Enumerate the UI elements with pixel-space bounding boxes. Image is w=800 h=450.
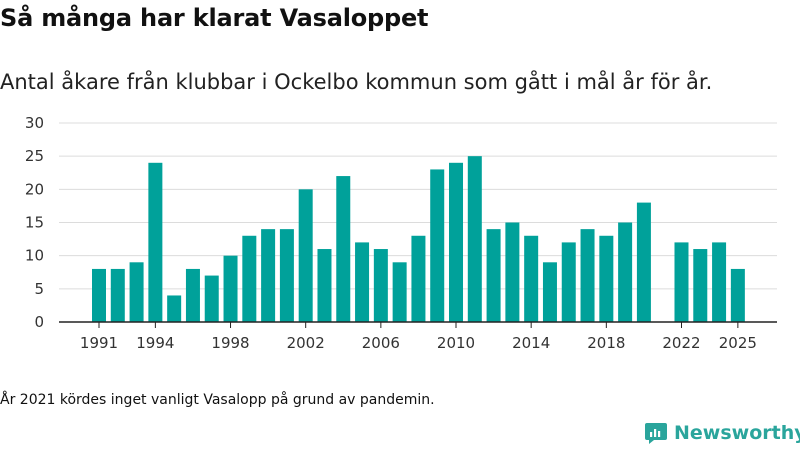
bar-2011 <box>467 156 482 322</box>
bars <box>92 156 745 322</box>
y-tick-label: 25 <box>25 147 44 165</box>
chart-subtitle: Antal åkare från klubbar i Ockelbo kommu… <box>0 70 713 94</box>
bar-2004 <box>336 176 351 322</box>
bar-2009 <box>430 169 445 322</box>
bar-2024 <box>712 242 727 322</box>
bar-2003 <box>317 249 332 322</box>
bar-2014 <box>524 235 539 322</box>
y-axis: 0 5 10 15 20 25 30 <box>25 114 44 331</box>
y-tick-label: 5 <box>34 280 44 298</box>
x-axis: 1991 1994 1998 2002 2006 2010 2014 2018 2022 2025 <box>80 322 757 352</box>
bar-1995 <box>167 295 182 322</box>
bar-2019 <box>618 222 633 322</box>
x-tick-label: 1994 <box>136 334 174 352</box>
bar-2012 <box>486 229 501 322</box>
bar-2005 <box>355 242 370 322</box>
bar-2015 <box>542 262 557 322</box>
bar-2017 <box>580 229 595 322</box>
x-tick-label: 2002 <box>287 334 325 352</box>
bar-2025 <box>730 268 745 322</box>
bar-2018 <box>599 235 614 322</box>
bar-2010 <box>449 162 464 322</box>
y-tick-label: 0 <box>34 313 44 331</box>
bar-2002 <box>298 189 313 322</box>
bar-1998 <box>223 255 238 322</box>
bar-2023 <box>693 249 708 322</box>
x-tick-label: 2014 <box>512 334 550 352</box>
bar-1993 <box>129 262 144 322</box>
x-tick-label: 2022 <box>662 334 700 352</box>
brand-name: Newsworthy <box>674 422 800 444</box>
bar-2000 <box>261 229 276 322</box>
y-tick-label: 15 <box>25 214 44 232</box>
bar-1999 <box>242 235 257 322</box>
x-tick-label: 2018 <box>587 334 625 352</box>
bar-2013 <box>505 222 520 322</box>
brand-logo: Newsworthy <box>644 418 800 448</box>
bar-2008 <box>411 235 426 322</box>
chart-title: Så många har klarat Vasaloppet <box>0 4 429 32</box>
bar-1997 <box>204 275 219 322</box>
footnote: År 2021 kördes inget vanligt Vasalopp på… <box>0 392 435 408</box>
bar-1992 <box>110 268 125 322</box>
bar-2001 <box>279 229 294 322</box>
x-tick-label: 1998 <box>211 334 249 352</box>
bar-1996 <box>185 268 200 322</box>
x-tick-label: 2010 <box>437 334 475 352</box>
y-tick-label: 10 <box>25 247 44 265</box>
y-tick-label: 30 <box>25 114 44 132</box>
x-tick-label: 2025 <box>719 334 757 352</box>
bar-2006 <box>373 249 388 322</box>
bar-1991 <box>92 268 106 322</box>
bar-2007 <box>392 262 407 322</box>
bar-2016 <box>561 242 576 322</box>
bar-1994 <box>148 162 163 322</box>
y-tick-label: 20 <box>25 180 44 198</box>
newsworthy-logo-icon <box>645 423 667 444</box>
bar-2020 <box>636 202 651 322</box>
bar-2022 <box>674 242 689 322</box>
x-tick-label: 2006 <box>362 334 400 352</box>
x-tick-label: 1991 <box>80 334 118 352</box>
